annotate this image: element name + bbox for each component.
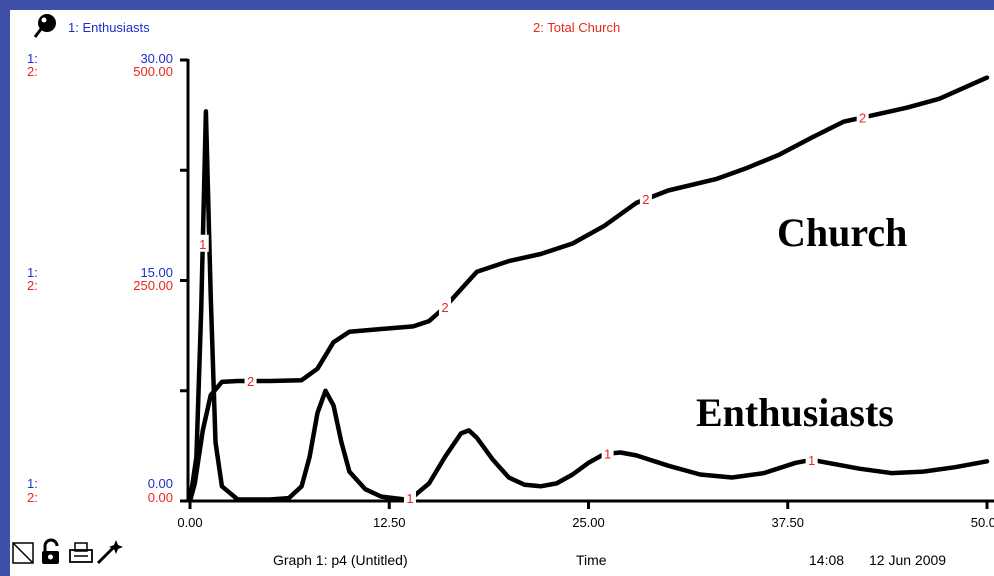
- scale2-tag-top: 2:: [27, 64, 38, 79]
- x-tick-label-1: 12.50: [373, 515, 406, 530]
- series-1-marker-bg-3: [805, 450, 818, 468]
- graph-window: 1: Enthusiasts 2: Total Church 1: 2: 30.…: [10, 10, 994, 576]
- series-2-marker-0: 2: [247, 374, 254, 389]
- series-2-marker-3: 2: [859, 111, 866, 126]
- series-layer: [187, 75, 990, 504]
- x-axis-name: Time: [576, 552, 607, 568]
- scale2-tag-bottom: 2:: [27, 490, 38, 505]
- legend-series-1: 1: Enthusiasts: [68, 20, 150, 35]
- series-1-marker-3: 1: [808, 453, 815, 468]
- timestamp-time: 14:08: [809, 552, 844, 568]
- graph-title: Graph 1: p4 (Untitled): [273, 552, 408, 568]
- scale2-bottom: 0.00: [148, 490, 173, 505]
- pin-icon[interactable]: [33, 14, 56, 38]
- series-2-marker-bg-1: [439, 297, 452, 315]
- series-1-marker-1: 1: [406, 491, 413, 506]
- scale1-tag-top: 1:: [27, 51, 38, 66]
- series-1-marker-bg-2: [601, 444, 614, 462]
- timestamp-date: 12 Jun 2009: [869, 552, 946, 568]
- magic-wand-icon[interactable]: [96, 540, 123, 565]
- series-2-marker-bg-2: [639, 190, 652, 208]
- x-tick-label-3: 37.50: [771, 515, 804, 530]
- series-2-marker-bg-3: [856, 108, 869, 126]
- series-2-marker-2: 2: [642, 192, 649, 207]
- graph-canvas: 1: Enthusiasts 2: Total Church 1: 2: 30.…: [12, 14, 994, 568]
- scale2-mid: 250.00: [133, 278, 173, 293]
- series-1-marker-bg-1: [403, 488, 416, 506]
- series-1-marker-2: 1: [604, 447, 611, 462]
- annotation-enthusiasts: Enthusiasts: [696, 390, 894, 435]
- series-markers: 1 1 1 1 2 2 2 2: [196, 108, 869, 506]
- x-axis-ticks: 0.00 12.50 25.00 37.50 50.00: [177, 501, 994, 530]
- x-tick-label-4: 50.00: [971, 515, 994, 530]
- scale2-tag-mid: 2:: [27, 278, 38, 293]
- x-tick-label-2: 25.00: [572, 515, 605, 530]
- scale1-mid: 15.00: [140, 265, 173, 280]
- series-2-marker-1: 2: [441, 300, 448, 315]
- lock-icon[interactable]: [42, 538, 59, 564]
- scale1-tag-bottom: 1:: [27, 476, 38, 491]
- scale2-top: 500.00: [133, 64, 173, 79]
- printer-icon[interactable]: [69, 542, 93, 563]
- scale1-tag-mid: 1:: [27, 265, 38, 280]
- annotation-church: Church: [777, 210, 907, 255]
- legend-series-2: 2: Total Church: [533, 20, 620, 35]
- series-line-1: [187, 109, 990, 504]
- x-tick-label-0: 0.00: [177, 515, 202, 530]
- series-1-marker-bg-0: [196, 234, 209, 252]
- scale1-bottom: 0.00: [148, 476, 173, 491]
- series-2-marker-bg-0: [244, 372, 257, 390]
- y-axis-ticks: [180, 58, 188, 503]
- series-line-2: [187, 75, 990, 504]
- page-corner-icon[interactable]: [12, 542, 34, 564]
- scale1-top: 30.00: [140, 51, 173, 66]
- series-1-marker-0: 1: [199, 237, 206, 252]
